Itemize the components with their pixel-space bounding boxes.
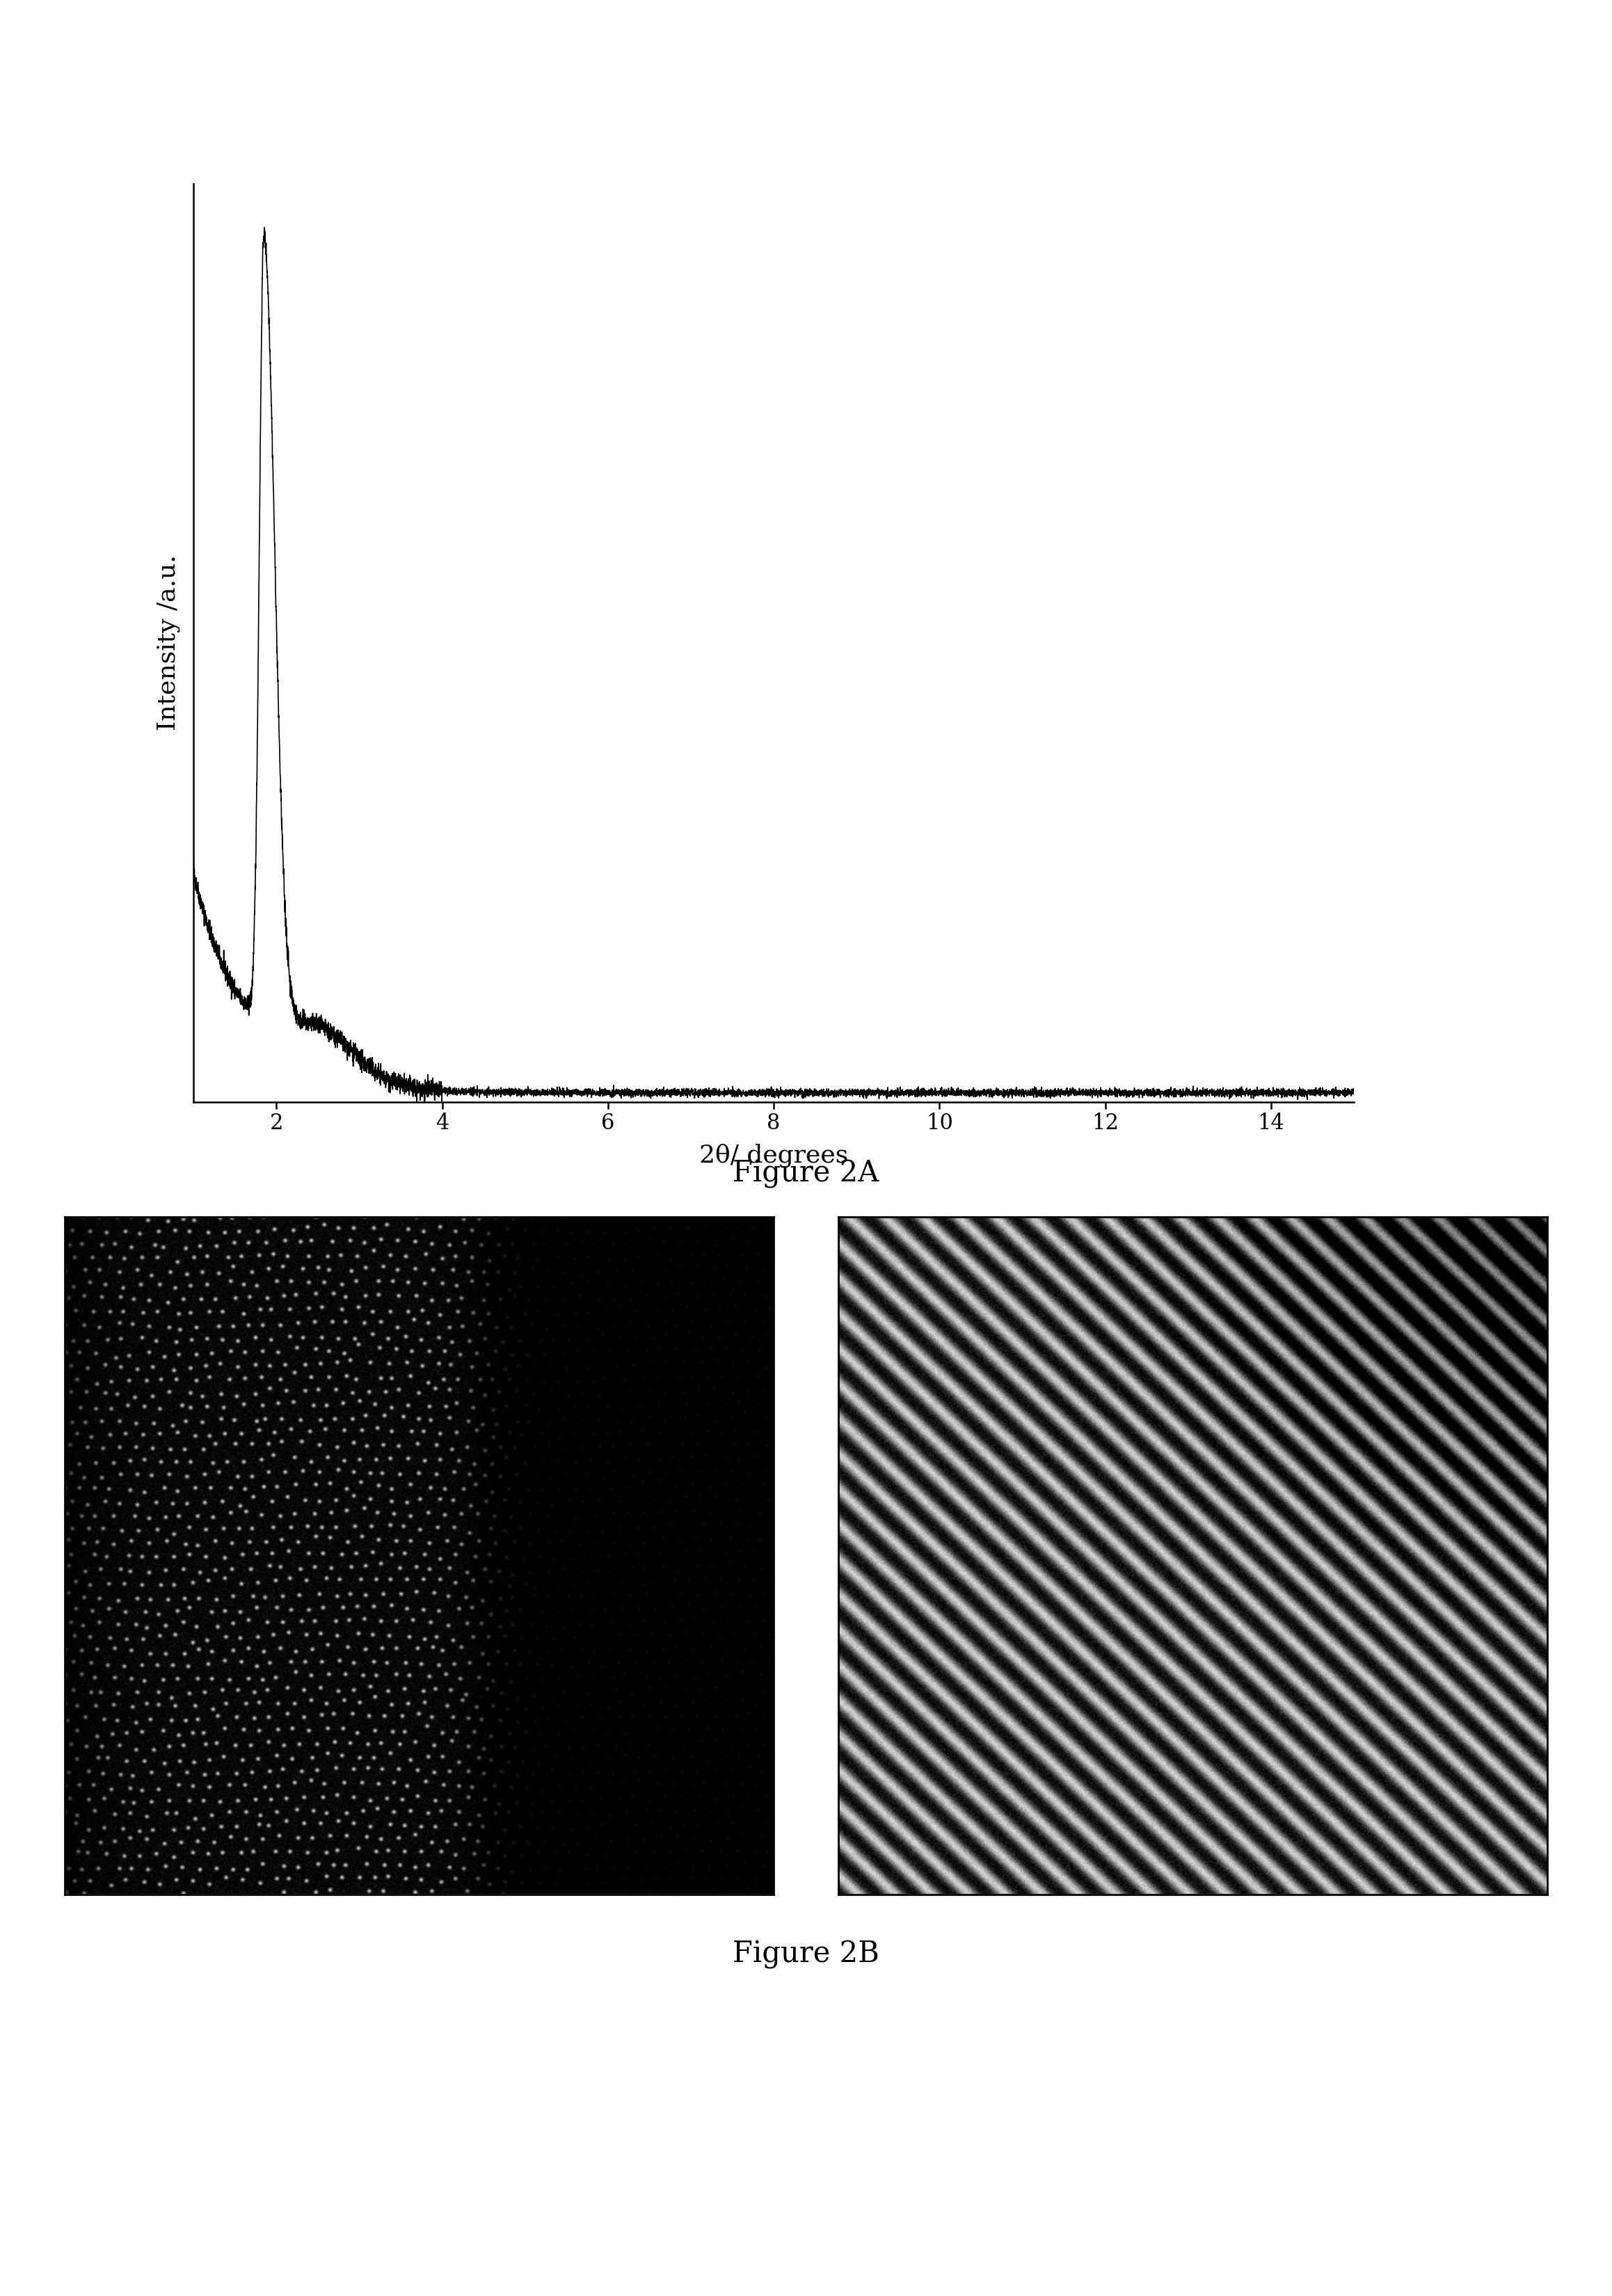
X-axis label: 2θ/ degrees: 2θ/ degrees: [700, 1143, 848, 1166]
Text: Figure 2A: Figure 2A: [733, 1159, 879, 1189]
Text: Figure 2B: Figure 2B: [733, 1940, 879, 1970]
Y-axis label: Intensity /a.u.: Intensity /a.u.: [156, 556, 181, 730]
